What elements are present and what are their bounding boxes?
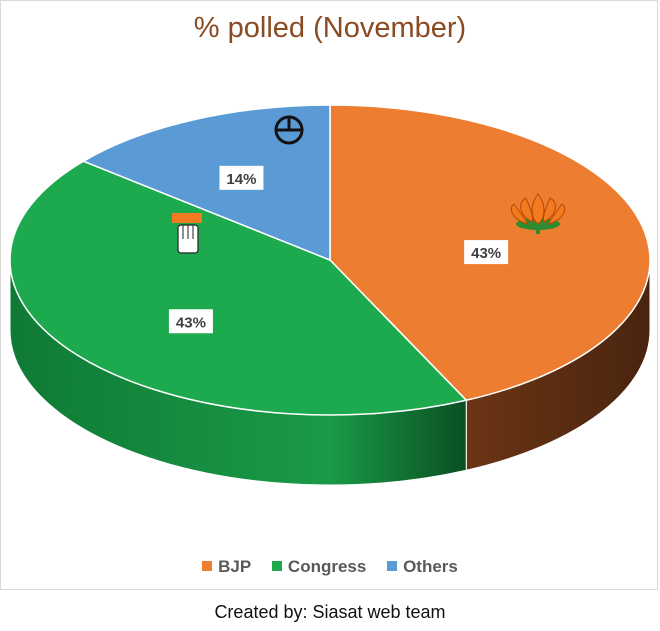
hand-icon — [172, 213, 202, 254]
lotus-icon — [510, 193, 566, 234]
data-label-text: 14% — [226, 171, 256, 188]
legend: BJP Congress Others — [0, 557, 660, 577]
legend-label-congress: Congress — [287, 557, 367, 576]
slice-others — [81, 104, 331, 262]
data-label-others: 14% — [219, 165, 264, 190]
legend-swatch-others — [387, 561, 398, 571]
clock-symbol-icon — [274, 115, 304, 145]
data-label-box — [464, 240, 509, 265]
legend-label-others: Others — [403, 557, 458, 576]
legend-label-bjp: BJP — [218, 557, 252, 576]
legend-swatch-bjp — [202, 561, 213, 571]
data-label-bjp: 43% — [464, 240, 509, 265]
slice-congress — [9, 160, 468, 416]
credit-footer: Created by: Siasat web team — [214, 602, 446, 622]
data-label-box — [168, 309, 213, 334]
pie-chart: 43% 43% 14% — [9, 104, 651, 486]
data-label-text: 43% — [176, 314, 206, 331]
legend-swatch-congress — [271, 561, 282, 571]
legend-item-others: Others — [387, 557, 458, 577]
legend-item-bjp: BJP — [202, 557, 251, 577]
pie-labels: 43% 43% 14% — [168, 165, 509, 334]
data-label-congress: 43% — [168, 309, 213, 334]
party-icons — [172, 115, 566, 254]
data-label-box — [219, 165, 264, 190]
data-label-text: 43% — [471, 245, 501, 262]
pie-top — [9, 104, 651, 416]
legend-item-congress: Congress — [271, 557, 367, 577]
chart-title: % polled (November) — [193, 12, 467, 44]
